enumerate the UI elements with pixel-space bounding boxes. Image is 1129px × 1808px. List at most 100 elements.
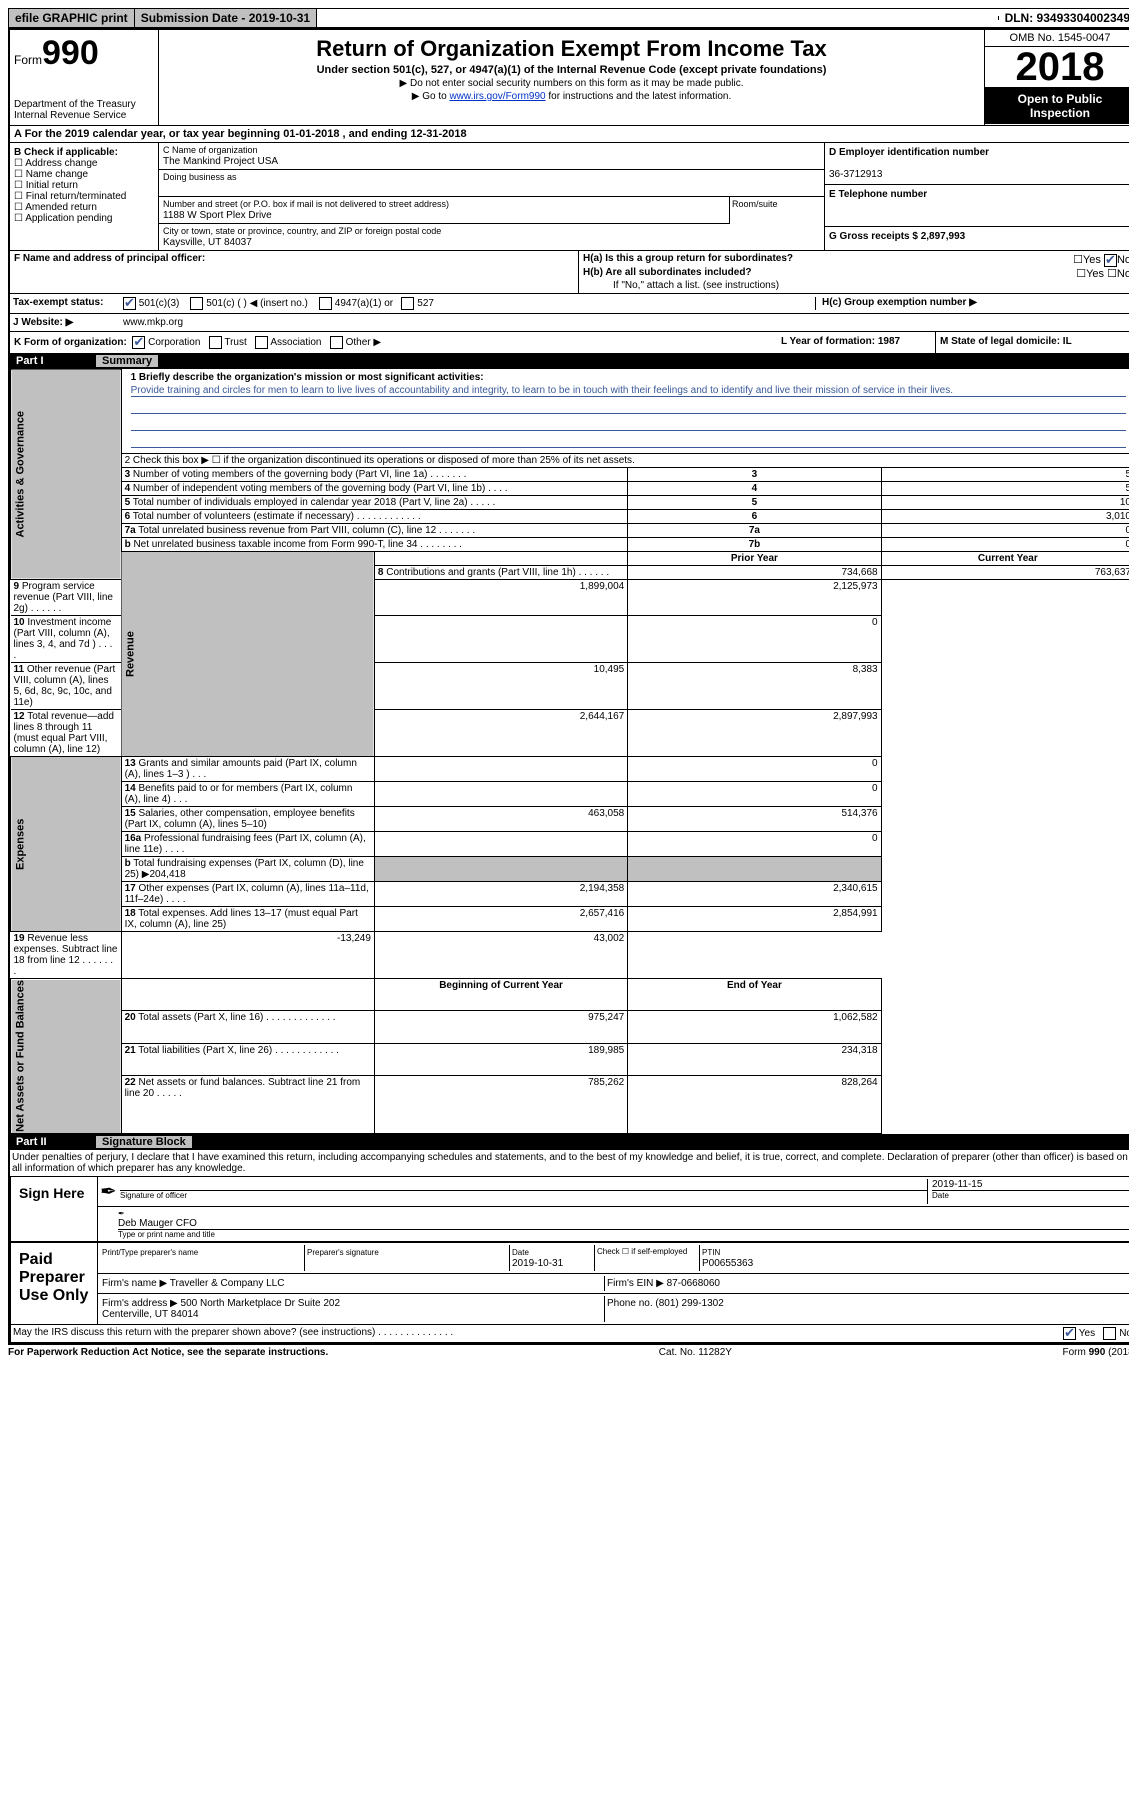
goto-post: for instructions and the latest informat…: [546, 91, 732, 102]
form990-link[interactable]: www.irs.gov/Form990: [449, 91, 545, 102]
year-formation: L Year of formation: 1987: [781, 336, 900, 347]
tax-exempt-label: Tax-exempt status:: [13, 297, 123, 310]
part2-num: Part II: [16, 1136, 96, 1148]
row-f-h: F Name and address of principal officer:…: [10, 250, 1129, 293]
footer-right: Form 990 (2018): [1063, 1347, 1129, 1358]
perjury-text: Under penalties of perjury, I declare th…: [10, 1150, 1129, 1176]
chk-name[interactable]: ☐ Name change: [14, 169, 154, 180]
ssn-note: ▶ Do not enter social security numbers o…: [163, 78, 980, 89]
header-left: Form990 Department of the Treasury Inter…: [10, 30, 159, 125]
tax-period: A For the 2019 calendar year, or tax yea…: [10, 125, 1129, 142]
part1-title: Summary: [96, 355, 158, 367]
sign-here-label: Sign Here: [11, 1177, 98, 1241]
side-expenses: Expenses: [11, 757, 122, 932]
part1-num: Part I: [16, 355, 96, 367]
ein-value: 36-3712913: [829, 169, 882, 180]
row-i: Tax-exempt status: 501(c)(3) 501(c) ( ) …: [10, 293, 1129, 313]
chk-address[interactable]: ☐ Address change: [14, 158, 154, 169]
prep-date-value: 2019-10-31: [512, 1258, 563, 1269]
mission-text: Provide training and circles for men to …: [131, 385, 1126, 397]
officer-label: F Name and address of principal officer:: [14, 253, 205, 264]
curr-year-hdr: Current Year: [881, 552, 1129, 566]
form-number: 990: [42, 34, 99, 72]
goto-note: ▶ Go to www.irs.gov/Form990 for instruct…: [163, 91, 980, 102]
hb-answer[interactable]: ☐Yes ☐No: [1076, 267, 1129, 280]
phone-label: E Telephone number: [829, 189, 927, 200]
info-block: B Check if applicable: ☐ Address change …: [10, 142, 1129, 250]
gross-receipts: G Gross receipts $ 2,897,993: [829, 231, 965, 242]
chk-trust[interactable]: [209, 336, 222, 349]
addr-label: Number and street (or P.O. box if mail i…: [163, 199, 449, 209]
dba-label: Doing business as: [163, 172, 237, 182]
city-value: Kaysville, UT 84037: [163, 237, 252, 248]
chk-501c[interactable]: [190, 297, 203, 310]
ptin-value: P00655363: [702, 1258, 753, 1269]
chk-final[interactable]: ☐ Final return/terminated: [14, 191, 154, 202]
firm-name-label: Firm's name ▶: [102, 1278, 167, 1289]
chk-initial[interactable]: ☐ Initial return: [14, 180, 154, 191]
ein-label: D Employer identification number: [829, 147, 989, 158]
sig-date-label: Date: [932, 1190, 1129, 1200]
line2: 2 Check this box ▶ ☐ if the organization…: [121, 454, 1129, 468]
sig-officer-label: Signature of officer: [120, 1190, 927, 1200]
form-org-label: K Form of organization:: [14, 337, 127, 348]
chk-4947[interactable]: [319, 297, 332, 310]
chk-corp[interactable]: [132, 336, 145, 349]
prep-self-employed[interactable]: Check ☐ if self-employed: [595, 1245, 700, 1271]
header-right: OMB No. 1545-0047 2018 Open to Public In…: [985, 30, 1129, 125]
dln: DLN: 93493304002349: [999, 9, 1129, 27]
ha-label: H(a) Is this a group return for subordin…: [583, 253, 793, 264]
hb-label: H(b) Are all subordinates included?: [583, 267, 752, 278]
room-label: Room/suite: [732, 199, 778, 209]
firm-phone-label: Phone no.: [607, 1298, 653, 1309]
chk-527[interactable]: [401, 297, 414, 310]
submission-date: Submission Date - 2019-10-31: [135, 9, 317, 27]
prep-sig-label: Preparer's signature: [307, 1248, 379, 1257]
form-title: Return of Organization Exempt From Incom…: [163, 36, 980, 62]
chk-amended[interactable]: ☐ Amended return: [14, 202, 154, 213]
dept-label: Department of the Treasury Internal Reve…: [14, 99, 154, 121]
org-name-label: C Name of organization: [163, 145, 258, 155]
street-address: 1188 W Sport Plex Drive: [163, 210, 272, 221]
firm-ein: 87-0668060: [667, 1278, 720, 1289]
chk-assoc[interactable]: [255, 336, 268, 349]
chk-pending[interactable]: ☐ Application pending: [14, 213, 154, 224]
footer-left: For Paperwork Reduction Act Notice, see …: [8, 1347, 328, 1358]
part2-title: Signature Block: [96, 1136, 192, 1148]
part2-header: Part II Signature Block: [10, 1134, 1129, 1150]
mission-label: 1 Briefly describe the organization's mi…: [131, 372, 484, 383]
website-value: www.mkp.org: [123, 317, 183, 328]
officer-name: Deb Mauger CFO: [118, 1218, 197, 1229]
chk-other[interactable]: [330, 336, 343, 349]
side-netassets: Net Assets or Fund Balances: [11, 979, 122, 1134]
end-year-hdr: End of Year: [628, 979, 881, 1011]
prior-year-hdr: Prior Year: [628, 552, 881, 566]
hb-note: If "No," attach a list. (see instruction…: [583, 280, 1129, 291]
sign-here-row: Sign Here ✒ Signature of officer 2019-11…: [10, 1176, 1129, 1242]
paid-preparer-label: Paid Preparer Use Only: [11, 1243, 98, 1324]
firm-addr-label: Firm's address ▶: [102, 1298, 178, 1309]
ha-answer[interactable]: ☐Yes No: [1073, 253, 1129, 267]
col-b: B Check if applicable: ☐ Address change …: [10, 143, 159, 250]
goto-pre: ▶ Go to: [412, 91, 450, 102]
efile-label[interactable]: efile GRAPHIC print: [9, 9, 135, 27]
tax-year: 2018: [985, 47, 1129, 88]
website-label: J Website: ▶: [13, 317, 123, 328]
discuss-question: May the IRS discuss this return with the…: [13, 1327, 1063, 1340]
firm-name: Traveller & Company LLC: [170, 1278, 285, 1289]
prep-name-label: Print/Type preparer's name: [102, 1248, 198, 1257]
signature-block: Under penalties of perjury, I declare th…: [10, 1150, 1129, 1343]
chk-501c3[interactable]: [123, 297, 136, 310]
check-applicable-label: B Check if applicable:: [14, 147, 154, 158]
part1-header: Part I Summary: [10, 353, 1129, 369]
org-name: The Mankind Project USA: [163, 156, 278, 167]
paid-preparer-row: Paid Preparer Use Only Print/Type prepar…: [10, 1242, 1129, 1325]
ptin-label: PTIN: [702, 1248, 720, 1257]
hc-label: H(c) Group exemption number ▶: [822, 297, 977, 308]
state-domicile: M State of legal domicile: IL: [940, 336, 1072, 347]
top-bar: efile GRAPHIC print Submission Date - 20…: [8, 8, 1129, 28]
summary-table: Activities & Governance 1 Briefly descri…: [10, 369, 1129, 1134]
discuss-answer[interactable]: Yes No: [1063, 1327, 1129, 1340]
firm-ein-label: Firm's EIN ▶: [607, 1278, 664, 1289]
form-label: Form: [14, 53, 42, 67]
